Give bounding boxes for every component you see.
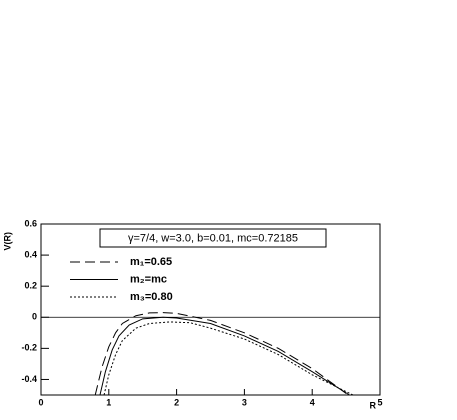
x-axis-label: R	[370, 400, 377, 410]
y-tick-label: 0.6	[24, 218, 37, 228]
x-tick-label: 2	[174, 397, 179, 407]
annotation-box	[99, 228, 327, 248]
y-tick-label: -0.2	[21, 343, 37, 353]
series-line	[99, 316, 350, 396]
legend-label: m₁=0.65	[130, 256, 172, 268]
y-tick-label: 0	[32, 312, 37, 322]
y-tick-label: 0.4	[24, 249, 37, 259]
x-tick-label: 0	[38, 397, 43, 407]
x-tick-label: 4	[310, 397, 315, 407]
x-tick-label: 3	[242, 397, 247, 407]
y-axis-label: V(R)	[2, 232, 12, 251]
x-tick-label: 1	[106, 397, 111, 407]
y-tick-label: 0.2	[24, 281, 37, 291]
legend-label: m₃=0.80	[130, 291, 173, 303]
series-line	[94, 312, 347, 396]
annotation: γ=7/4, w=3.0, b=0.01, mc=0.72185	[128, 232, 298, 244]
x-tick-label: 5	[377, 397, 382, 407]
plot-frame	[40, 223, 381, 396]
series-line	[103, 321, 354, 396]
legend-label: m₂=mc	[130, 273, 167, 285]
y-tick-label: -0.4	[21, 374, 37, 384]
